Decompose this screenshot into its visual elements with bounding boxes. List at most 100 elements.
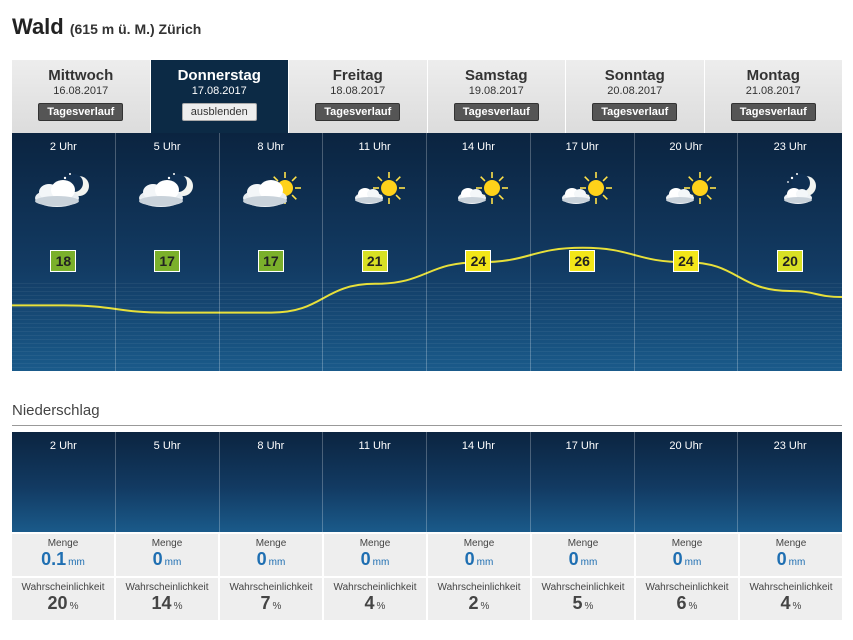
tagesverlauf-button[interactable]: Tagesverlauf [453, 103, 539, 121]
hour-label: 11 Uhr [358, 141, 391, 153]
temperature-badge: 24 [465, 250, 492, 272]
tagesverlauf-button[interactable]: Tagesverlauf [730, 103, 816, 121]
day-toggle-button[interactable]: Tagesverlauf [428, 97, 566, 121]
precip-hour-label: 14 Uhr [461, 440, 495, 452]
probability-label: Wahrscheinlichkeit [749, 582, 833, 593]
stripes-bg [12, 283, 842, 371]
day-toggle-button[interactable]: ausblenden [151, 97, 289, 121]
hour-label: 8 Uhr [257, 141, 285, 153]
amount-value: 0 mm [324, 549, 426, 570]
amount-value: 0 mm [428, 549, 530, 570]
amount-value: 0 mm [116, 549, 218, 570]
section-divider [12, 425, 842, 426]
day-name: Donnerstag [177, 67, 261, 84]
temperature-badge: 21 [361, 250, 388, 272]
day-tab-montag[interactable]: Montag 21.08.2017 Tagesverlauf [704, 60, 843, 133]
precip-hour-column: 17 Uhr [531, 432, 635, 532]
day-name: Montag [746, 67, 800, 84]
amount-number: 0 [568, 549, 579, 569]
day-tab-donnerstag[interactable]: Donnerstag 17.08.2017 ausblenden [150, 60, 289, 133]
cloud-sun-icon [235, 168, 307, 212]
precip-probability-cell: Wahrscheinlichkeit 2% [428, 578, 530, 620]
amount-value: 0.1 mm [12, 549, 114, 570]
probability-label: Wahrscheinlichkeit [21, 582, 105, 593]
precip-probability-cell: Wahrscheinlichkeit 7% [220, 578, 322, 620]
precip-probability-cell: Wahrscheinlichkeit 14% [116, 578, 218, 620]
tagesverlauf-button[interactable]: Tagesverlauf [38, 103, 124, 121]
hour-label: 23 Uhr [773, 141, 807, 153]
precip-hour-label: 5 Uhr [153, 440, 181, 452]
hour-label: 20 Uhr [669, 141, 703, 153]
probability-value: 4% [740, 593, 842, 614]
moon-small-cloud-icon [754, 168, 826, 212]
amount-number: 0 [776, 549, 787, 569]
amount-unit: mm [476, 557, 494, 568]
precip-probability-cell: Wahrscheinlichkeit 6% [636, 578, 738, 620]
amount-unit: mm [164, 557, 182, 568]
hour-column: 2 Uhr 18 [12, 133, 116, 371]
precip-hour-column: 11 Uhr [323, 432, 427, 532]
precip-probability-cell: Wahrscheinlichkeit 4% [740, 578, 842, 620]
day-toggle-button[interactable]: Tagesverlauf [705, 97, 843, 121]
probability-value: 7% [220, 593, 322, 614]
day-tab-sonntag[interactable]: Sonntag 20.08.2017 Tagesverlauf [566, 60, 705, 133]
amount-unit: mm [788, 557, 806, 568]
day-date: 18.08.2017 [330, 85, 386, 97]
amount-unit: mm [68, 557, 85, 568]
amount-number: 0.1 [41, 549, 67, 569]
precip-amount-cell: Menge 0 mm [532, 534, 634, 576]
day-name: Mittwoch [48, 67, 114, 84]
probability-unit: % [173, 601, 183, 612]
hour-column: 17 Uhr 26 [531, 133, 635, 371]
tagesverlauf-button[interactable]: Tagesverlauf [592, 103, 678, 121]
hourly-weather-panel: 2 Uhr 18 5 Uhr 17 8 Uhr 17 11 Uhr 21 14 Uhr 24 17 … [12, 133, 842, 371]
precip-amount-cell: Menge 0.1 mm [12, 534, 114, 576]
precip-hour-column: 8 Uhr [220, 432, 324, 532]
probability-label: Wahrscheinlichkeit [541, 582, 625, 593]
amount-label: Menge [255, 538, 287, 549]
hour-column: 8 Uhr 17 [220, 133, 324, 371]
amount-value: 0 mm [220, 549, 322, 570]
probability-unit: % [584, 601, 594, 612]
day-tab-freitag[interactable]: Freitag 18.08.2017 Tagesverlauf [289, 60, 428, 133]
sun-small-cloud-icon [339, 168, 411, 212]
day-toggle-button[interactable]: Tagesverlauf [12, 97, 150, 121]
day-date: 21.08.2017 [745, 85, 801, 97]
hour-label: 17 Uhr [565, 141, 599, 153]
location-name: Wald [12, 14, 64, 39]
precipitation-panel: 2 Uhr 5 Uhr 8 Uhr 11 Uhr 14 Uhr 17 Uhr 20 Uhr 2… [12, 432, 842, 532]
precipitation-probability-row: Wahrscheinlichkeit 20% Wahrscheinlichkeit 1… [12, 578, 842, 620]
tagesverlauf-button[interactable]: Tagesverlauf [315, 103, 401, 121]
hour-column: 20 Uhr 24 [635, 133, 739, 371]
hour-column: 5 Uhr 17 [116, 133, 220, 371]
cloud-moon-icon [27, 168, 99, 212]
precip-hour-column: 20 Uhr [635, 432, 739, 532]
precip-hour-label: 17 Uhr [565, 440, 599, 452]
precipitation-title: Niederschlag [12, 402, 100, 419]
precip-hour-label: 2 Uhr [49, 440, 77, 452]
probability-label: Wahrscheinlichkeit [125, 582, 209, 593]
temperature-badge: 18 [50, 250, 77, 272]
day-name: Sonntag [604, 67, 665, 84]
day-date: 20.08.2017 [607, 85, 663, 97]
precip-amount-cell: Menge 0 mm [428, 534, 530, 576]
precip-amount-cell: Menge 0 mm [324, 534, 426, 576]
day-tab-samstag[interactable]: Samstag 19.08.2017 Tagesverlauf [427, 60, 566, 133]
temperature-badge: 26 [569, 250, 596, 272]
probability-number: 6 [676, 593, 687, 613]
hour-column: 23 Uhr 20 [738, 133, 842, 371]
probability-unit: % [480, 601, 490, 612]
amount-label: Menge [151, 538, 183, 549]
day-toggle-button[interactable]: Tagesverlauf [289, 97, 427, 121]
day-toggle-button[interactable]: Tagesverlauf [566, 97, 704, 121]
precip-hour-label: 23 Uhr [773, 440, 807, 452]
probability-value: 5% [532, 593, 634, 614]
amount-label: Menge [463, 538, 495, 549]
amount-label: Menge [359, 538, 391, 549]
day-tab-mittwoch[interactable]: Mittwoch 16.08.2017 Tagesverlauf [12, 60, 151, 133]
probability-number: 4 [364, 593, 375, 613]
precip-hour-column: 2 Uhr [12, 432, 116, 532]
probability-unit: % [69, 601, 79, 612]
hide-details-button[interactable]: ausblenden [181, 103, 257, 121]
probability-number: 20 [47, 593, 68, 613]
